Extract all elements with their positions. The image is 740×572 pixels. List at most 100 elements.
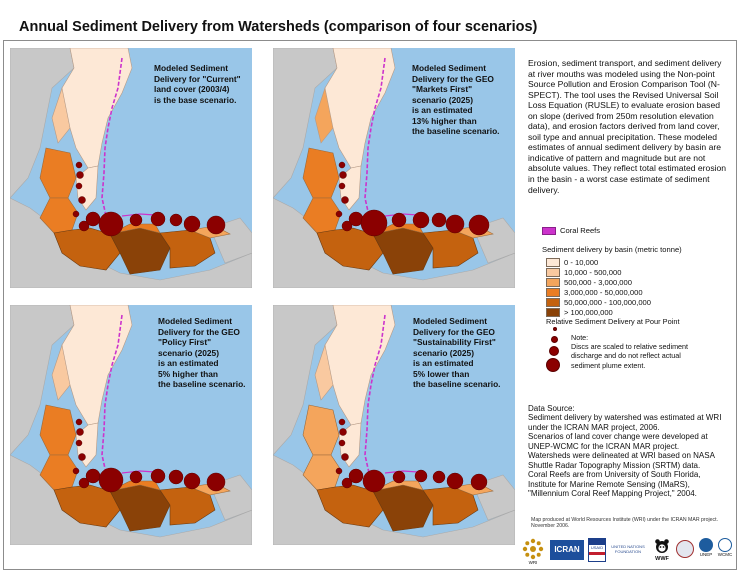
sediment-disc xyxy=(206,472,226,492)
sediment-disc xyxy=(339,428,347,436)
sediment-class-row: 50,000,000 - 100,000,000 xyxy=(546,298,732,308)
caption-markets-first: Modeled Sediment Delivery for the GEO "M… xyxy=(412,63,500,136)
disc-heading: Relative Sediment Delivery at Pour Point xyxy=(546,317,680,326)
sediment-disc xyxy=(470,473,488,491)
map-credit: Map produced at World Resources Institut… xyxy=(531,517,719,530)
sediment-disc xyxy=(98,467,124,493)
sediment-class-swatch xyxy=(546,278,560,288)
sediment-disc xyxy=(85,211,101,227)
unep-logo-text: UNEP xyxy=(699,552,713,557)
disc-large xyxy=(549,346,559,356)
map-sustainability-first xyxy=(273,305,515,545)
basin-north-west xyxy=(314,343,334,401)
map-title: Annual Sediment Delivery from Watersheds… xyxy=(19,19,538,35)
sediment-disc xyxy=(72,467,80,475)
sediment-disc xyxy=(341,453,349,461)
sediment-disc xyxy=(168,469,184,485)
coral-reef-line xyxy=(364,57,386,217)
map-current xyxy=(10,48,252,288)
sediment-disc xyxy=(78,196,86,204)
sediment-disc xyxy=(392,470,406,484)
sediment-disc xyxy=(445,214,465,234)
coral-swatch xyxy=(542,226,556,235)
disc-xlarge xyxy=(546,358,560,372)
sediment-class-label: 500,000 - 3,000,000 xyxy=(564,278,632,288)
sediment-disc xyxy=(76,171,84,179)
sediment-disc xyxy=(129,470,143,484)
coral-label: Coral Reefs xyxy=(560,226,601,235)
sediment-disc xyxy=(338,439,346,447)
sediment-class-swatch xyxy=(546,298,560,307)
sediment-disc xyxy=(150,211,166,227)
basin-west xyxy=(302,147,340,199)
sediment-disc xyxy=(78,453,86,461)
caption-sustainability-first: Modeled Sediment Delivery for the GEO "S… xyxy=(413,316,501,389)
sediment-disc xyxy=(150,468,166,484)
sediment-class-label: 3,000,000 - 50,000,000 xyxy=(564,288,643,298)
sediment-disc xyxy=(78,477,90,489)
sediment-disc xyxy=(468,214,490,236)
sediment-disc xyxy=(341,477,353,489)
sediment-disc xyxy=(183,215,201,233)
wri-logo-text: WRI xyxy=(528,560,538,565)
sediment-disc xyxy=(338,182,346,190)
sediment-disc xyxy=(75,439,83,447)
coral-reef-line xyxy=(101,314,123,474)
wwf-logo-text: WWF xyxy=(655,556,669,562)
sediment-disc xyxy=(341,220,353,232)
basin-north-west xyxy=(51,86,71,144)
sediment-class-swatch xyxy=(546,307,560,317)
sediment-disc xyxy=(85,468,101,484)
sediment-disc xyxy=(341,196,349,204)
sediment-disc xyxy=(76,428,84,436)
basin-west xyxy=(302,404,340,456)
figure-frame xyxy=(3,40,737,570)
sediment-class-swatch xyxy=(546,268,560,278)
data-source: Data Source: Sediment delivery by waters… xyxy=(528,404,722,499)
map-markets-first xyxy=(273,48,515,288)
basin-west xyxy=(39,404,77,456)
icran-logo-text: ICRAN xyxy=(554,545,580,554)
sediment-class-row: > 100,000,000 xyxy=(546,307,732,317)
coral-reef-south xyxy=(121,213,156,217)
basin-north-west xyxy=(51,343,71,401)
sediment-class-label: 10,000 - 500,000 xyxy=(564,268,622,278)
ccad-seal xyxy=(676,540,694,558)
wcmc-logo: WCMC xyxy=(716,538,734,564)
sediment-disc xyxy=(129,213,143,227)
sediment-disc xyxy=(78,220,90,232)
coral-reef-line xyxy=(364,314,386,474)
sediment-disc xyxy=(412,211,430,229)
sediment-disc xyxy=(360,209,388,237)
wcmc-logo-text: WCMC xyxy=(717,552,733,557)
method-description: Erosion, sediment transport, and sedimen… xyxy=(528,58,727,195)
usaid-logo-text: USAID xyxy=(590,545,604,550)
wri-logo: WRI xyxy=(522,538,544,565)
sediment-disc xyxy=(169,213,183,227)
coral-reef-south xyxy=(384,470,419,474)
sediment-disc xyxy=(335,210,343,218)
sediment-disc xyxy=(335,467,343,475)
basin-north-west xyxy=(314,86,334,144)
sediment-class-label: 50,000,000 - 100,000,000 xyxy=(564,298,651,307)
sediment-disc xyxy=(75,161,83,169)
basin-west xyxy=(39,147,77,199)
sediment-disc xyxy=(348,468,364,484)
sediment-class-label: 0 - 10,000 xyxy=(564,258,599,268)
sediment-disc xyxy=(72,210,80,218)
un-foundation-logo-text: UNITED NATIONS FOUNDATION xyxy=(611,544,645,554)
wwf-logo: WWF xyxy=(652,538,672,564)
logo-strip: WRI ICRAN USAID UNITED NATIONS FOUNDATIO… xyxy=(522,538,734,566)
caption-policy-first: Modeled Sediment Delivery for the GEO "P… xyxy=(158,316,246,389)
sediment-disc xyxy=(338,418,346,426)
sediment-heading: Sediment delivery by basin (metric tonne… xyxy=(542,245,682,254)
disc-note: Note: Discs are scaled to relative sedim… xyxy=(571,333,689,370)
caption-current: Modeled Sediment Delivery for "Current" … xyxy=(154,63,241,105)
sediment-disc xyxy=(414,469,428,483)
coral-reef-south xyxy=(121,470,156,474)
unep-logo: UNEP xyxy=(698,538,714,564)
sediment-class-swatch xyxy=(546,258,560,268)
sediment-disc xyxy=(98,211,124,237)
sediment-disc xyxy=(362,469,386,493)
sediment-disc xyxy=(432,470,446,484)
